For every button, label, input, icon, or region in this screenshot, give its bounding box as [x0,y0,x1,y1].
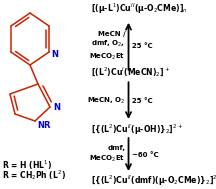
Text: R = CH$_2$Ph (L$^2$): R = CH$_2$Ph (L$^2$) [2,168,66,182]
Text: MeCN /
dmf, O$_2$,
MeCO$_2$Et: MeCN / dmf, O$_2$, MeCO$_2$Et [89,31,125,62]
Text: MeCN, O$_2$: MeCN, O$_2$ [87,96,125,106]
Text: [(μ-L$^1$)Cu$^{II}$(μ-O$_2$CMe)]$_n$: [(μ-L$^1$)Cu$^{II}$(μ-O$_2$CMe)]$_n$ [91,1,187,16]
Text: NR: NR [37,122,51,130]
Text: [{(L$^2$)Cu$^{II}$(μ-OH)}$_2$]$^{2+}$: [{(L$^2$)Cu$^{II}$(μ-OH)}$_2$]$^{2+}$ [91,122,183,137]
Text: 25 °C: 25 °C [132,43,152,49]
Text: N: N [53,104,60,112]
Text: [{(L$^2$)Cu$^{II}$(dmf)(μ-O$_2$CMe)}$_2$]$^{2+}$: [{(L$^2$)Cu$^{II}$(dmf)(μ-O$_2$CMe)}$_2$… [91,173,216,188]
Text: N: N [51,50,58,59]
Text: [(L$^2$)Cu$^I$(MeCN)$_2$]$^+$: [(L$^2$)Cu$^I$(MeCN)$_2$]$^+$ [91,66,170,79]
Text: ~60 °C: ~60 °C [132,152,158,157]
Text: R = H (HL$^1$): R = H (HL$^1$) [2,159,52,172]
Text: 25 °C: 25 °C [132,98,152,104]
Text: dmf,
MeCO$_2$Et: dmf, MeCO$_2$Et [89,145,125,164]
